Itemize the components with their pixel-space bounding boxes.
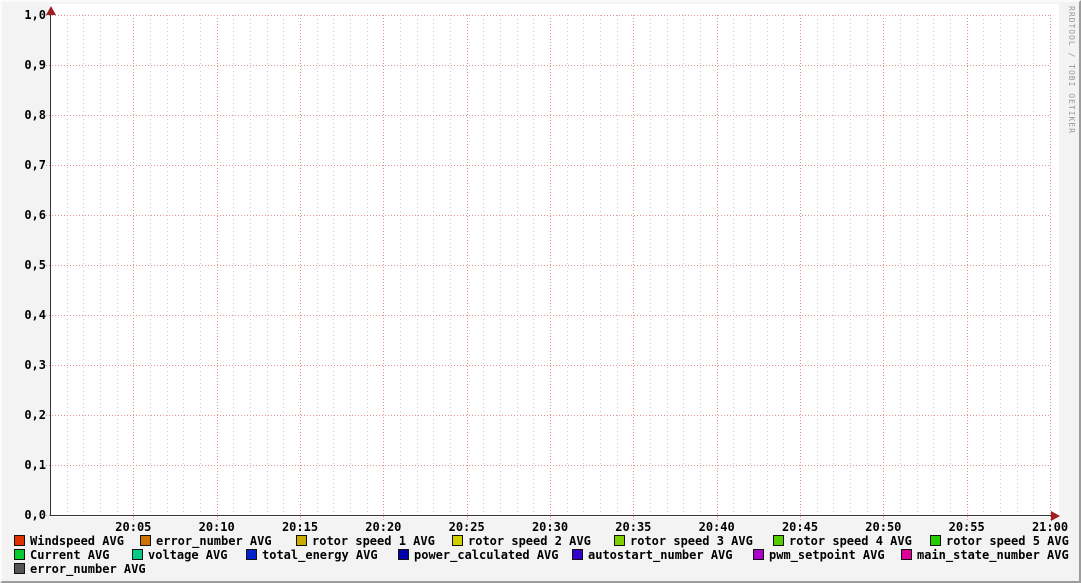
legend-swatch-icon	[132, 549, 143, 560]
legend-item-label: rotor speed 2 AVG	[468, 534, 591, 548]
major-gridline-y	[46, 265, 1050, 266]
legend-item-label: rotor speed 3 AVG	[630, 534, 753, 548]
major-gridline-x	[716, 15, 718, 520]
x-tick-label: 20:35	[615, 520, 652, 534]
legend-swatch-icon	[753, 549, 764, 560]
major-gridline-y	[46, 465, 1050, 466]
y-tick-label: 0,2	[24, 408, 46, 422]
major-gridline-x	[966, 15, 968, 520]
legend-swatch-icon	[614, 535, 625, 546]
legend-item-label: autostart_number AVG	[588, 548, 733, 562]
major-gridline-x	[133, 15, 135, 520]
y-tick-label: 1,0	[24, 8, 46, 22]
major-gridline-x	[466, 15, 468, 520]
major-gridline-x	[633, 15, 635, 520]
legend-item-label: main_state_number AVG	[917, 548, 1069, 562]
major-gridline-y	[46, 415, 1050, 416]
legend-swatch-icon	[572, 549, 583, 560]
legend-item-label: Windspeed AVG	[30, 534, 124, 548]
x-tick-label: 20:25	[448, 520, 485, 534]
legend-item-label: rotor speed 4 AVG	[789, 534, 912, 548]
legend-item-label: pwm_setpoint AVG	[769, 548, 885, 562]
y-tick-label: 0,4	[24, 308, 46, 322]
plot-canvas	[50, 4, 1059, 517]
y-tick-label: 0,5	[24, 258, 46, 272]
x-tick-label: 21:00	[1031, 520, 1069, 534]
x-tick-label: 20:50	[865, 520, 902, 534]
legend-item-label: Current AVG	[30, 548, 110, 562]
major-gridline-x	[800, 15, 801, 520]
x-tick-label: 20:45	[781, 520, 819, 534]
legend-swatch-icon	[140, 535, 151, 546]
legend-swatch-icon	[773, 535, 784, 546]
y-tick-label: 0,6	[24, 208, 46, 222]
major-gridline-y	[46, 15, 1050, 16]
legend-item-label: rotor speed 5 AVG	[946, 534, 1069, 548]
x-tick-label: 20:10	[198, 520, 235, 534]
y-tick-label: 0,8	[24, 108, 46, 122]
y-tick-label: 0,3	[24, 358, 46, 372]
y-tick-label: 0,9	[24, 58, 46, 72]
major-gridline-y	[46, 115, 1050, 116]
major-gridline-y	[46, 65, 1050, 66]
major-gridline-x	[216, 15, 218, 520]
major-gridline-x	[1050, 15, 1051, 520]
y-axis-arrow-icon	[46, 6, 56, 15]
legend-swatch-icon	[296, 535, 307, 546]
x-axis-line	[50, 515, 1052, 516]
major-gridline-x	[383, 15, 385, 520]
x-axis-arrow-icon	[1051, 511, 1060, 521]
major-gridline-y	[46, 365, 1050, 366]
y-tick-label: 0,0	[24, 508, 46, 522]
legend-swatch-icon	[14, 549, 25, 560]
legend-item-label: error_number AVG	[30, 562, 146, 576]
major-gridline-y	[46, 315, 1050, 316]
legend-item-label: power_calculated AVG	[414, 548, 559, 562]
legend-item-label: voltage AVG	[148, 548, 228, 562]
legend-item-label: rotor speed 1 AVG	[312, 534, 435, 548]
major-gridline-x	[883, 15, 885, 520]
y-tick-label: 0,7	[24, 158, 46, 172]
legend-item-label: total_energy AVG	[262, 548, 378, 562]
watermark: RRDTOOL / TOBI OETIKER	[1067, 6, 1076, 134]
legend-item-label: error_number AVG	[156, 534, 272, 548]
major-gridline-x	[550, 15, 551, 520]
legend-swatch-icon	[398, 549, 409, 560]
legend-swatch-icon	[901, 549, 912, 560]
x-tick-label: 20:15	[281, 520, 319, 534]
x-tick-label: 20:05	[115, 520, 152, 534]
x-tick-label: 20:55	[948, 520, 985, 534]
legend-swatch-icon	[14, 563, 25, 574]
major-gridline-y	[46, 215, 1050, 216]
legend-swatch-icon	[930, 535, 941, 546]
y-axis-line	[50, 9, 51, 516]
x-tick-label: 20:40	[698, 520, 735, 534]
y-tick-label: 0,1	[24, 458, 46, 472]
legend-swatch-icon	[14, 535, 25, 546]
major-gridline-x	[300, 15, 301, 520]
legend-swatch-icon	[452, 535, 463, 546]
x-tick-label: 20:30	[531, 520, 569, 534]
legend-swatch-icon	[246, 549, 257, 560]
x-tick-label: 20:20	[365, 520, 402, 534]
major-gridline-y	[46, 165, 1050, 166]
